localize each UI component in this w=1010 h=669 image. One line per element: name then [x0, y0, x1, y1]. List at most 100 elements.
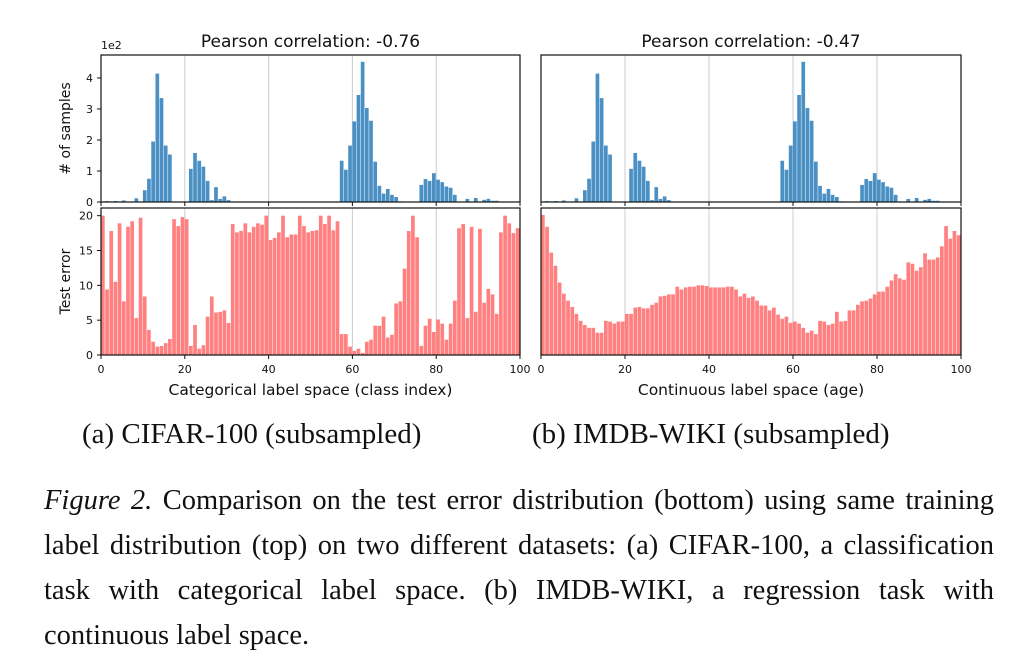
- error-bar: [721, 287, 726, 355]
- histogram-bar: [889, 187, 894, 202]
- error-bar: [751, 296, 755, 355]
- error-bar: [264, 215, 269, 355]
- error-bar: [352, 350, 357, 355]
- y-axis-label: # of samples: [58, 82, 74, 174]
- histogram-bar: [877, 179, 881, 202]
- error-bar: [163, 343, 168, 355]
- error-bar: [176, 226, 181, 355]
- error-bar: [168, 338, 172, 355]
- x-tick-label: 100: [510, 363, 531, 376]
- histogram-bar: [155, 73, 160, 202]
- histogram-bar: [574, 198, 579, 202]
- histogram-bar: [201, 166, 206, 202]
- histogram-bar: [814, 161, 818, 202]
- error-bar: [452, 300, 457, 355]
- x-tick-label: 60: [786, 363, 800, 376]
- error-bar: [515, 228, 520, 355]
- error-bar: [511, 233, 516, 355]
- error-bar: [562, 293, 566, 355]
- error-bar: [155, 346, 160, 355]
- y-tick-label: 2: [86, 134, 93, 147]
- histogram-bar: [142, 190, 147, 202]
- error-bar: [595, 332, 600, 355]
- error-bar: [696, 285, 701, 355]
- x-tick-label: 60: [345, 363, 359, 376]
- error-bar: [872, 294, 877, 355]
- histogram-bar: [352, 121, 357, 202]
- histogram-bar: [641, 166, 646, 202]
- histogram-bar: [860, 184, 864, 202]
- error-bar: [801, 327, 806, 355]
- error-bar: [704, 286, 709, 355]
- histogram-bar: [591, 141, 596, 202]
- histogram-bar: [633, 153, 638, 202]
- axes-frame: [540, 207, 962, 356]
- error-bar: [570, 306, 575, 355]
- error-bar: [297, 215, 302, 355]
- y-tick-label: 0: [86, 196, 93, 209]
- error-bar: [117, 223, 122, 355]
- histogram-bar: [444, 186, 449, 202]
- error-bar: [599, 332, 604, 355]
- error-bar: [285, 237, 290, 355]
- error-bar: [218, 311, 223, 355]
- histogram-bar: [339, 160, 344, 202]
- error-bar: [402, 268, 407, 355]
- error-bar: [247, 232, 252, 355]
- error-bar: [293, 234, 298, 355]
- histogram-bar: [356, 95, 361, 202]
- error-bar: [772, 307, 776, 355]
- error-bar: [209, 296, 214, 355]
- histogram-bar: [906, 198, 911, 202]
- histogram-bar: [486, 198, 491, 202]
- error-bar: [755, 300, 759, 355]
- error-bar: [637, 306, 642, 355]
- error-bar: [188, 345, 193, 355]
- histogram-bar: [562, 200, 566, 202]
- error-bar: [671, 294, 675, 355]
- histogram-bar: [147, 178, 151, 202]
- error-bar: [877, 291, 881, 355]
- error-bar: [843, 320, 848, 355]
- histogram-bar: [482, 199, 486, 202]
- axes-frame: [100, 207, 521, 356]
- histogram-bar: [381, 193, 386, 202]
- error-bar: [113, 281, 118, 355]
- x-tick-label: 100: [951, 363, 972, 376]
- histogram-bar: [348, 145, 352, 202]
- x-tick-label: 80: [429, 363, 443, 376]
- error-bar: [868, 298, 873, 355]
- histogram-bar: [797, 95, 801, 202]
- error-bar: [683, 287, 688, 355]
- x-tick-label: 80: [870, 363, 884, 376]
- histogram-bar: [373, 161, 378, 202]
- error-bar: [856, 304, 860, 355]
- error-bar: [830, 323, 835, 355]
- error-bar: [566, 300, 570, 355]
- error-bar: [235, 232, 239, 355]
- histogram-bar: [872, 173, 877, 202]
- histogram-bar: [209, 200, 214, 202]
- subcaption-b: (b) IMDB-WIKI (subsampled): [532, 418, 890, 450]
- y-tick-label: 3: [86, 103, 93, 116]
- error-bar: [239, 230, 243, 355]
- error-bar: [583, 325, 587, 355]
- error-bar: [545, 226, 549, 355]
- error-bar: [147, 329, 151, 355]
- histogram-bar: [868, 180, 873, 202]
- error-bar: [473, 311, 478, 355]
- error-bar: [256, 223, 260, 355]
- error-bar: [797, 323, 801, 355]
- histogram-bar: [885, 186, 890, 202]
- error-bar: [490, 294, 495, 355]
- error-bar: [788, 322, 793, 355]
- error-bar: [780, 318, 785, 355]
- error-bar: [440, 323, 445, 355]
- error-bar: [302, 226, 306, 355]
- error-bar: [436, 319, 440, 355]
- error-bar: [667, 294, 671, 355]
- histogram-bar: [377, 185, 382, 202]
- error-bar: [499, 232, 503, 355]
- histogram-bar: [818, 185, 822, 202]
- error-bar: [356, 348, 361, 355]
